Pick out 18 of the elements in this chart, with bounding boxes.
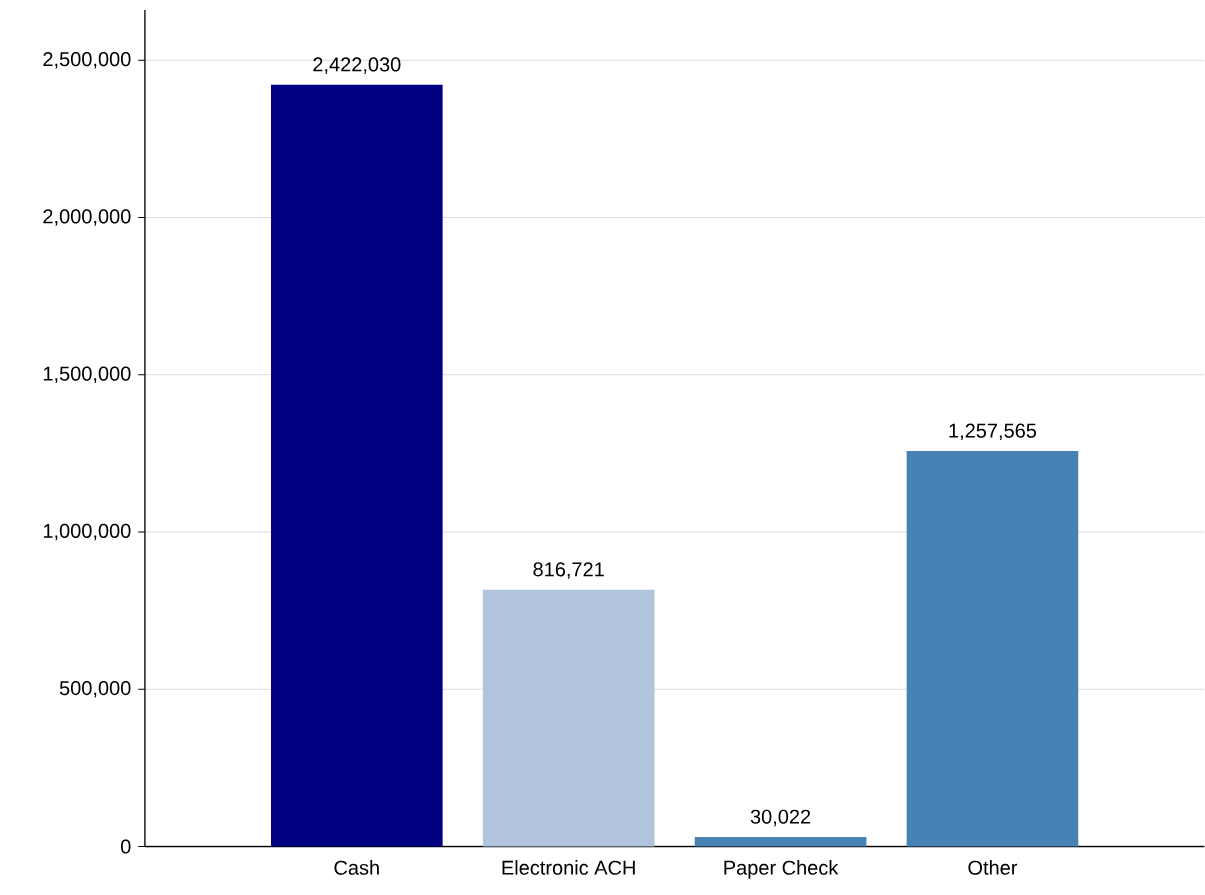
bar bbox=[694, 837, 867, 847]
y-tick-label: 2,000,000 bbox=[43, 209, 131, 227]
y-tick-label: 1,000,000 bbox=[43, 524, 131, 541]
bar bbox=[906, 451, 1079, 847]
x-tick-label: Paper Check bbox=[724, 860, 839, 879]
y-tick-label: 500,000 bbox=[59, 681, 131, 698]
y-tick-label: 0 bbox=[120, 839, 131, 854]
y-tick-label: 1,500,000 bbox=[43, 366, 131, 384]
x-tick-label: Cash bbox=[334, 860, 379, 876]
y-tick-label: 2,500,000 bbox=[43, 52, 131, 69]
data-label: 2,422,030 bbox=[313, 57, 401, 75]
data-label: 1,257,565 bbox=[949, 423, 1037, 441]
data-label: 30,022 bbox=[750, 809, 811, 827]
bar bbox=[482, 589, 655, 847]
data-label: 816,721 bbox=[533, 562, 604, 579]
bar bbox=[271, 85, 443, 847]
x-tick-label: Electronic ACH bbox=[502, 860, 635, 876]
x-tick-label: Other bbox=[968, 860, 1018, 876]
